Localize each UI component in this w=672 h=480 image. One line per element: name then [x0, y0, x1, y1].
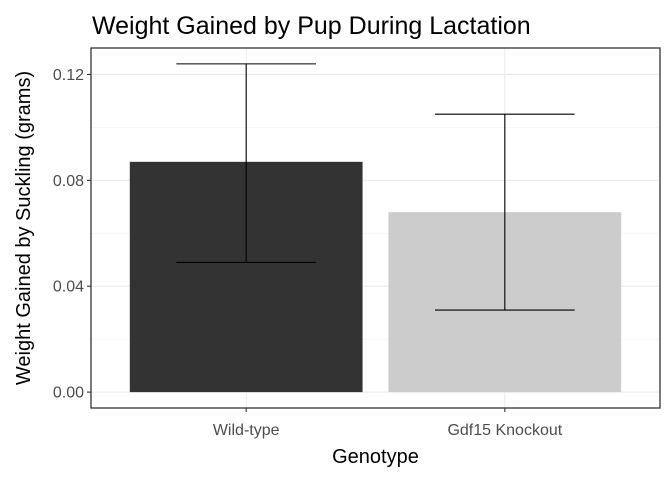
error-bar-wild-type	[176, 63, 317, 263]
y-axis-title: Weight Gained by Suckling (grams)	[13, 71, 35, 385]
y-tick-label: 0.04	[53, 279, 84, 296]
panel-border	[90, 47, 661, 409]
x-tick-label: Gdf15 Knockout	[447, 422, 562, 439]
x-axis-title: Genotype	[332, 446, 419, 468]
y-tick-label: 0.08	[53, 173, 84, 190]
y-tick-label: 0.00	[53, 385, 84, 402]
error-bar-gdf15-knockout	[434, 113, 575, 311]
chart-title: Weight Gained by Pup During Lactation	[92, 12, 531, 40]
error-bars	[176, 63, 575, 311]
axes: 0.00 0.04 0.08 0.12 Wild-type Gdf15 Knockout	[53, 67, 563, 439]
y-tick-label: 0.12	[53, 67, 84, 84]
x-tick-label: Wild-type	[213, 422, 280, 439]
